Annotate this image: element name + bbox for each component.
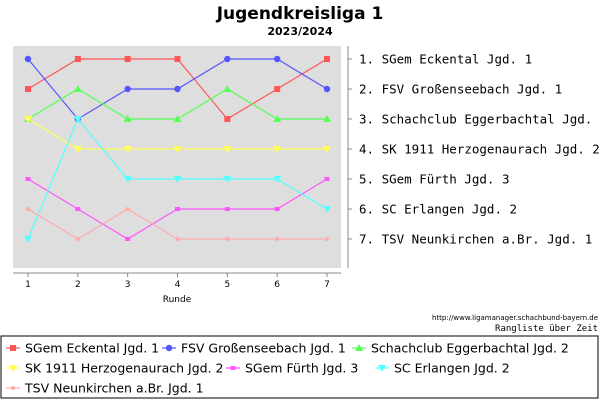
- legend-label: SGem Fürth Jgd. 3: [245, 361, 358, 376]
- series-7: [26, 207, 329, 241]
- data-point: [74, 56, 81, 62]
- x-tick-label: 7: [324, 280, 330, 290]
- data-point: [274, 86, 281, 92]
- legend-item: TSV Neunkirchen a.Br. Jgd. 1: [6, 381, 204, 396]
- legend-label: Schachclub Eggerbachtal Jgd. 2: [371, 341, 569, 356]
- data-point: [24, 116, 32, 123]
- legend-item: Schachclub Eggerbachtal Jgd. 2: [352, 341, 569, 356]
- data-point: [224, 116, 231, 122]
- chart-subtitle: 2023/2024: [267, 25, 333, 38]
- legend-label: TSV Neunkirchen a.Br. Jgd. 1: [24, 381, 204, 396]
- x-tick-label: 5: [224, 280, 230, 290]
- data-point: [275, 237, 280, 241]
- legend-item: SGem Fürth Jgd. 3: [226, 361, 358, 376]
- rank-labels: 1. SGem Eckental Jgd. 1 2. FSV Großenseeb…: [348, 52, 600, 247]
- series-layer: [24, 55, 331, 243]
- data-point: [225, 237, 230, 241]
- data-point: [224, 55, 231, 63]
- data-point: [73, 85, 82, 92]
- data-point: [223, 176, 232, 183]
- legend-marker: [11, 386, 15, 390]
- legend-marker: [10, 345, 16, 351]
- data-point: [325, 237, 329, 241]
- series-4: [24, 116, 331, 153]
- data-point: [273, 146, 282, 153]
- legend-label: SGem Eckental Jgd. 1: [25, 341, 159, 356]
- rank-label: 2. FSV Großenseebach Jgd. 1: [359, 82, 562, 97]
- rank-label: 1. SGem Eckental Jgd. 1: [359, 52, 532, 67]
- data-point: [73, 116, 82, 123]
- data-point: [175, 237, 180, 241]
- legend-marker: [9, 365, 17, 372]
- data-point: [223, 146, 232, 153]
- x-tick-label: 6: [274, 280, 280, 290]
- x-ticks: 1 2 3 4 5 6 7: [25, 273, 330, 290]
- data-point: [124, 56, 131, 62]
- legend-label: FSV Großenseebach Jgd. 1: [181, 341, 346, 356]
- x-tick-label: 2: [75, 280, 81, 290]
- data-point: [223, 85, 232, 92]
- data-point: [224, 207, 230, 211]
- x-tick-label: 4: [175, 280, 181, 290]
- rank-label: 5. SGem Fürth Jgd. 3: [359, 172, 510, 187]
- data-point: [125, 237, 131, 241]
- rank-label: 4. SK 1911 Herzogenaurach Jgd. 2: [359, 142, 600, 157]
- x-tick-label: 3: [125, 280, 131, 290]
- data-point: [25, 177, 31, 181]
- data-point: [173, 176, 182, 183]
- data-point: [73, 146, 82, 153]
- data-point: [273, 115, 282, 122]
- legend-marker: [165, 344, 173, 352]
- legend-item: SGem Eckental Jgd. 1: [6, 341, 159, 356]
- data-point: [24, 55, 32, 63]
- legend: SGem Eckental Jgd. 1 FSV Großenseebach Jg…: [6, 341, 569, 396]
- series-5: [25, 177, 330, 241]
- data-point: [24, 236, 32, 243]
- source-url[interactable]: http://www.ligamanager.schachbund-bayern…: [432, 314, 598, 322]
- legend-box: [0, 335, 599, 399]
- legend-marker: [230, 366, 236, 370]
- data-point: [323, 85, 331, 93]
- x-axis-label: Runde: [163, 295, 192, 305]
- chart-title: Jugendkreisliga 1: [216, 4, 384, 24]
- data-point: [323, 115, 331, 122]
- data-point: [324, 56, 330, 62]
- data-point: [273, 176, 282, 183]
- rank-label: 3. Schachclub Eggerbachtal Jgd. 2: [359, 112, 600, 127]
- data-point: [123, 176, 132, 183]
- legend-item: FSV Großenseebach Jgd. 1: [162, 341, 346, 356]
- data-point: [323, 146, 331, 153]
- data-point: [123, 115, 132, 122]
- data-point: [26, 207, 30, 211]
- data-point: [323, 206, 331, 213]
- data-point: [174, 85, 181, 93]
- data-point: [175, 207, 180, 211]
- data-point: [124, 85, 131, 93]
- data-point: [173, 146, 182, 153]
- data-point: [273, 55, 281, 63]
- data-point: [25, 86, 31, 92]
- legend-label: SK 1911 Herzogenaurach Jgd. 2: [25, 361, 223, 376]
- legend-label: SC Erlangen Jgd. 2: [394, 361, 510, 376]
- series-6: [24, 116, 331, 243]
- data-point: [174, 56, 181, 62]
- data-point: [274, 207, 280, 211]
- data-point: [75, 237, 80, 241]
- footer-caption: Rangliste über Zeit: [495, 324, 598, 334]
- legend-marker: [355, 344, 363, 351]
- data-point: [324, 177, 330, 181]
- rank-label: 7. TSV Neunkirchen a.Br. Jgd. 1: [359, 232, 592, 247]
- data-point: [75, 207, 81, 211]
- data-point: [125, 207, 130, 211]
- series-1: [25, 56, 330, 122]
- data-point: [173, 115, 182, 122]
- x-tick-label: 1: [25, 280, 31, 290]
- legend-item: SC Erlangen Jgd. 2: [375, 361, 510, 376]
- rank-label: 6. SC Erlangen Jgd. 2: [359, 202, 517, 217]
- legend-item: SK 1911 Herzogenaurach Jgd. 2: [6, 361, 223, 376]
- legend-marker: [378, 365, 386, 372]
- data-point: [123, 146, 132, 153]
